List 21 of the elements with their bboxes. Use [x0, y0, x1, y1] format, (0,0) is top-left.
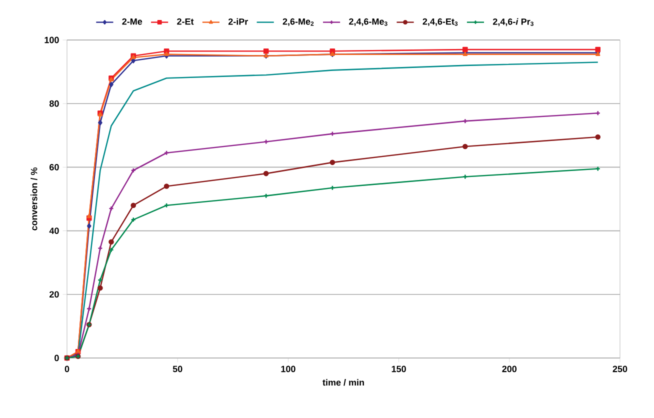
legend-label: 2,6-Me$_{2}$	[282, 18, 314, 26]
y-tick-label: 100	[44, 36, 59, 44]
y-tick-label: 60	[50, 164, 59, 170]
y-axis-title: conversion / %	[30, 167, 38, 230]
x-tick-label: 150	[392, 366, 406, 372]
y-tick-label: 80	[49, 100, 59, 107]
x-tick-label: 50	[172, 366, 182, 372]
legend-label: 2,4,6-Me$_{3}$	[349, 18, 388, 26]
y-tick-label: 20	[50, 291, 59, 298]
x-tick-label: 0	[64, 366, 70, 372]
legend-label: 2-Me	[122, 18, 142, 25]
legend-label: 2,4,6-i Pr$_{3}$	[492, 18, 534, 26]
x-tick-label: 200	[502, 366, 517, 372]
legend-label: 2,4,6-Et$_{3}$	[422, 18, 458, 26]
x-axis-title: time / min	[322, 379, 364, 386]
x-tick-label: 250	[612, 366, 628, 372]
y-tick-label: 40	[49, 228, 59, 234]
y-tick-label: 0	[54, 354, 59, 362]
x-tick-label: 100	[281, 366, 296, 372]
legend-label: 2-Et	[177, 18, 194, 25]
legend-label: 2-iPr	[228, 18, 248, 25]
